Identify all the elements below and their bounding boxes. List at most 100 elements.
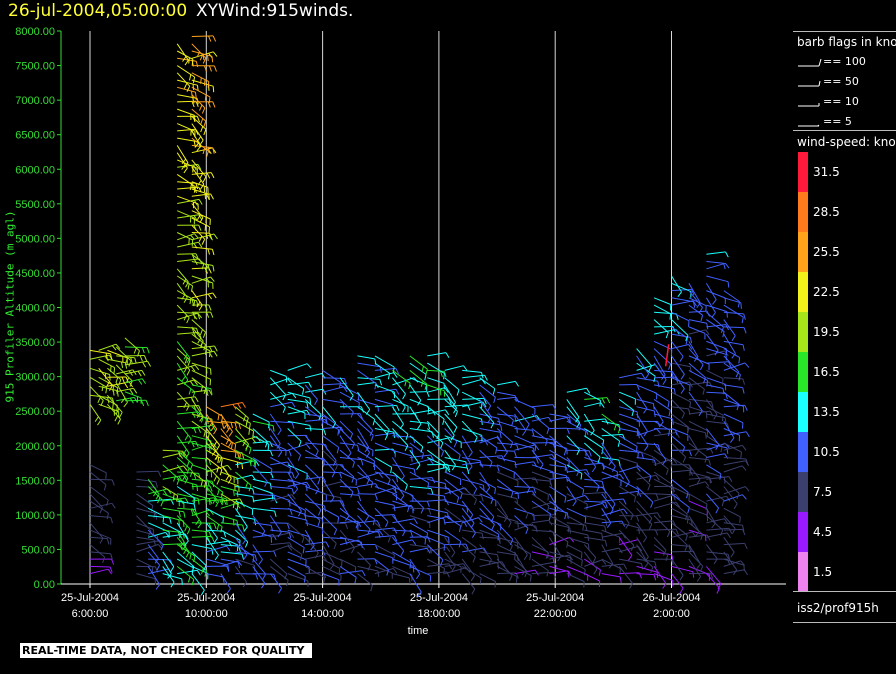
wind-barb (409, 536, 428, 538)
wind-barb (409, 458, 430, 466)
wind-barb-flag (186, 369, 191, 376)
wind-barb (427, 507, 448, 514)
wind-barb (653, 304, 671, 315)
wind-barb (566, 464, 583, 474)
wind-barb-flag (227, 478, 232, 484)
wind-barb-flag (635, 446, 638, 453)
wind-barb (723, 290, 740, 303)
barb-legend-row: == 50 (797, 74, 896, 92)
wind-barb-flag (395, 368, 400, 374)
wind-barb (514, 442, 534, 449)
wind-barb-flag (196, 116, 200, 123)
wind-barb (688, 304, 703, 316)
wind-barb (270, 507, 291, 510)
wind-barb (618, 398, 634, 411)
wind-barb (322, 573, 340, 581)
wind-barb (706, 442, 728, 449)
wind-barb (177, 214, 199, 219)
wind-barb (177, 331, 199, 335)
wind-barb (636, 512, 658, 517)
wind-barb (636, 573, 655, 576)
wind-barb-flag (568, 554, 574, 561)
wind-barb-flag (374, 383, 377, 390)
wind-barb-flag (289, 467, 291, 474)
colorbar-swatch (798, 392, 808, 432)
wind-barb (162, 486, 178, 497)
wind-barb-flag (291, 488, 295, 495)
wind-barb-flag (628, 555, 633, 561)
wind-barb (252, 534, 274, 538)
wind-barb (391, 457, 405, 477)
wind-barb (136, 486, 156, 488)
wind-barb (444, 420, 455, 436)
wind-barb-flag (722, 378, 724, 385)
wind-barb (549, 522, 570, 529)
wind-barb-flag (204, 570, 208, 577)
wind-barb-flag (648, 523, 653, 530)
wind-barb (706, 476, 730, 480)
wind-barb-flag (670, 462, 673, 469)
wind-barb-flag (546, 570, 549, 577)
wind-barb (706, 391, 726, 394)
wind-barb (235, 460, 256, 466)
wind-barb-flag (341, 500, 345, 507)
wind-barb (191, 573, 205, 591)
wind-barb (206, 507, 224, 518)
wind-barb-flag (213, 350, 218, 357)
wind-barb (636, 507, 653, 525)
wind-barb (723, 558, 745, 566)
wind-barb-flag (411, 539, 417, 546)
wind-barb-flag (103, 484, 107, 491)
wind-barb (234, 508, 248, 528)
wind-barb-flag (197, 522, 202, 529)
wind-barb (374, 565, 393, 574)
wind-barb (479, 507, 495, 525)
wind-barb-flag (685, 335, 689, 342)
wind-barb (619, 457, 638, 464)
wind-barb-flag (145, 400, 149, 406)
wind-barb (654, 428, 676, 430)
wind-barb-flag (685, 338, 688, 345)
wind-barb (191, 130, 202, 147)
wind-barb-flag (715, 444, 720, 451)
wind-barb (392, 420, 409, 435)
wind-barb (653, 355, 666, 376)
wind-barb (462, 517, 479, 524)
wind-barb (653, 391, 670, 402)
colorbar-swatch (798, 552, 808, 592)
wind-barb (374, 507, 389, 523)
wind-barb (147, 529, 164, 546)
wind-barb-flag (385, 521, 389, 528)
wind-barb-flag (499, 432, 502, 439)
wind-barb (444, 567, 467, 575)
wind-barb (653, 420, 670, 431)
wind-barb-flag (322, 555, 327, 561)
wind-barb (636, 355, 650, 375)
wind-barb (322, 420, 339, 431)
wind-barb-flag (662, 459, 667, 466)
wind-barb (531, 454, 553, 458)
wind-barb (392, 377, 406, 395)
wind-barb (723, 486, 746, 495)
wind-barb-flag (183, 402, 188, 409)
wind-barb (619, 522, 639, 529)
wind-barb-flag (586, 388, 591, 394)
wind-barb-flag (288, 450, 292, 457)
wind-barb-flag (378, 530, 384, 536)
wind-barb (357, 413, 374, 431)
wind-barb-flag (601, 559, 607, 565)
wind-barb (287, 409, 307, 415)
wind-barb (304, 493, 322, 511)
wind-barb (89, 478, 113, 481)
wind-barb-flag (200, 385, 204, 392)
wind-barb (287, 420, 310, 426)
wind-barb (177, 94, 198, 99)
wind-barb (584, 515, 606, 521)
wind-barb (671, 493, 690, 508)
wind-barb-flag (696, 479, 701, 485)
wind-barb-flag (730, 437, 735, 443)
wind-barb-flag (427, 482, 430, 489)
wind-barb-flag (393, 372, 398, 378)
wind-barb (444, 435, 462, 443)
y-tick-label: 3500.00 (15, 337, 55, 349)
